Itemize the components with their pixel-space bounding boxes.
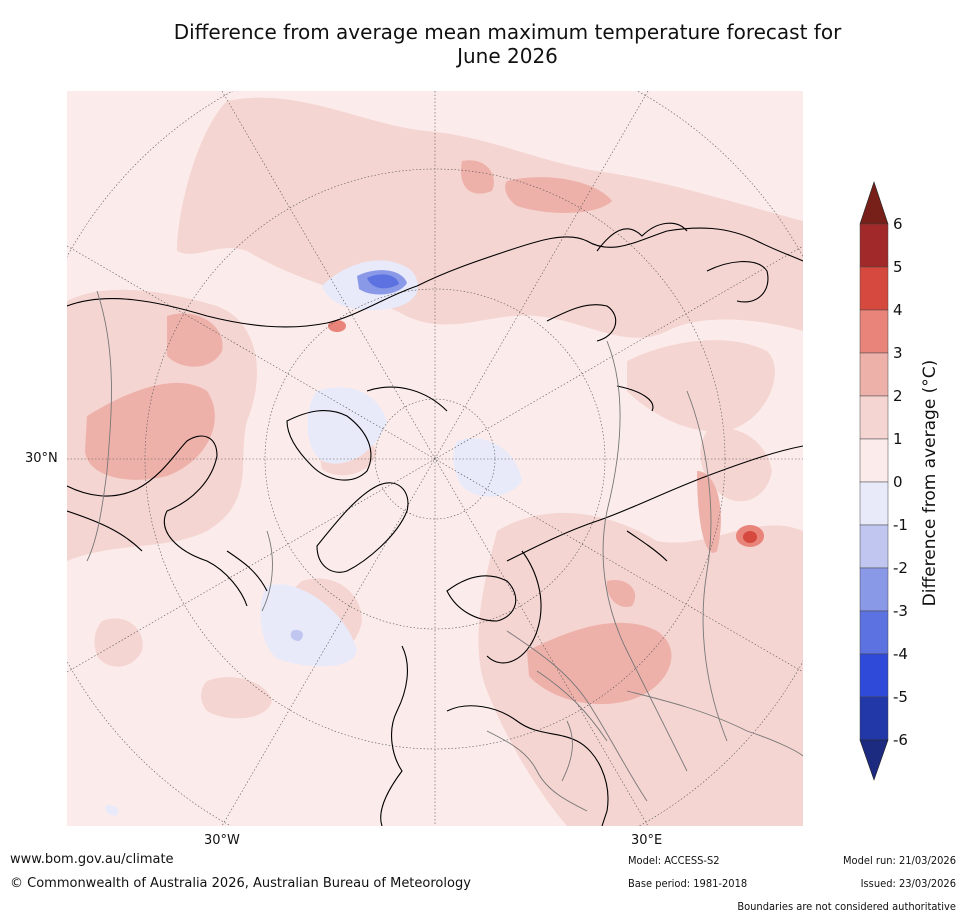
- website-link[interactable]: www.bom.gov.au/climate: [10, 852, 174, 867]
- colorbar-tick-label: -5: [893, 688, 908, 706]
- anomaly-negative-layer: [105, 260, 522, 816]
- map-svg: [67, 91, 803, 826]
- colorbar-bands: [859, 223, 889, 741]
- colorbar-band: [859, 481, 889, 526]
- colorbar-tick-label: 3: [893, 344, 903, 362]
- lon-label-30w: 30°W: [204, 833, 240, 848]
- colorbar-band: [859, 438, 889, 483]
- colorbar-band: [859, 524, 889, 569]
- boundaries: [86, 290, 803, 812]
- anomaly-hotspot: [328, 320, 764, 547]
- model-text: Model: ACCESS-S2: [628, 854, 720, 867]
- colorbar-tick-label: -6: [893, 731, 908, 749]
- colorbar-band: [859, 395, 889, 440]
- colorbar-tick-label: -2: [893, 559, 908, 577]
- colorbar-tick-label: 1: [893, 430, 903, 448]
- colorbar-tick-label: -4: [893, 645, 908, 663]
- issued-text: Issued: 23/03/2026: [860, 877, 956, 890]
- colorbar-tick-label: 6: [893, 215, 903, 233]
- colorbar: 6 5 4 3 2 1 0 -1 -2 -3 -4 -5 -6: [855, 180, 965, 785]
- model-run-text: Model run: 21/03/2026: [843, 854, 956, 867]
- colorbar-band: [859, 223, 889, 268]
- coastlines: [67, 222, 803, 826]
- lon-label-30e: 30°E: [631, 833, 663, 848]
- colorbar-label: Difference from average (°C): [920, 359, 940, 607]
- base-period-text: Base period: 1981-2018: [628, 877, 748, 890]
- colorbar-band: [859, 266, 889, 311]
- title-line-1: Difference from average mean maximum tem…: [173, 20, 842, 44]
- colorbar-band: [859, 610, 889, 655]
- colorbar-tick-label: -3: [893, 602, 908, 620]
- disclaimer-text: Boundaries are not considered authoritat…: [737, 900, 956, 913]
- colorbar-band: [859, 653, 889, 698]
- copyright-text: © Commonwealth of Australia 2026, Austra…: [10, 876, 471, 891]
- colorbar-tick-label: 5: [893, 258, 903, 276]
- colorbar-tick-label: 0: [893, 473, 903, 491]
- lat-label-30n: 30°N: [25, 451, 58, 466]
- anomaly-2-to-3-layer: [85, 160, 721, 705]
- colorbar-band: [859, 352, 889, 397]
- title-line-2: June 2026: [457, 44, 558, 68]
- colorbar-band: [859, 696, 889, 741]
- colorbar-band: [859, 567, 889, 612]
- colorbar-tick-label: 4: [893, 301, 903, 319]
- colorbar-over-arrow: [859, 181, 889, 225]
- colorbar-svg: [859, 181, 889, 781]
- colorbar-under-arrow: [859, 739, 889, 781]
- forecast-map[interactable]: [67, 91, 803, 826]
- colorbar-band: [859, 309, 889, 354]
- colorbar-tick-label: 2: [893, 387, 903, 405]
- map-title: Difference from average mean maximum tem…: [60, 20, 955, 68]
- colorbar-tick-label: -1: [893, 516, 908, 534]
